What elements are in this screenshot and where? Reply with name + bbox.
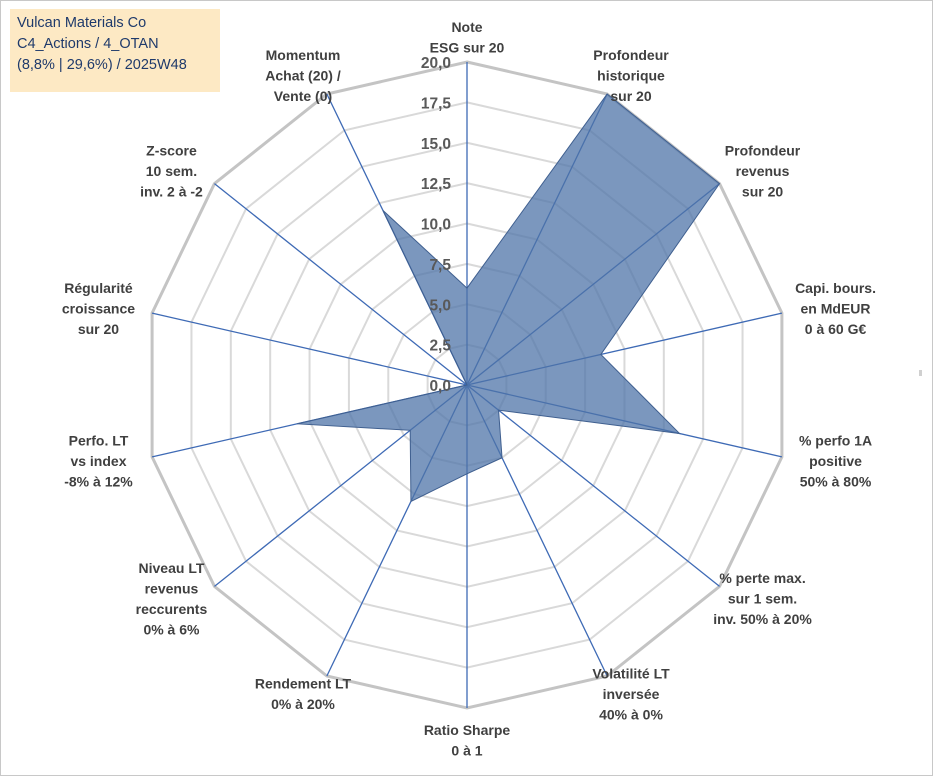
axis-label: Niveau LT revenus reccurents 0% à 6% — [136, 560, 208, 638]
tick-label: 5,0 — [429, 297, 451, 314]
tick-label: 0,0 — [429, 378, 451, 395]
tick-label: 7,5 — [429, 257, 451, 274]
tick-label: 20,0 — [421, 55, 451, 72]
axis-label: Note ESG sur 20 — [430, 19, 505, 56]
axis-label: % perte max. sur 1 sem. inv. 50% à 20% — [713, 570, 812, 627]
axis-label: Z-score 10 sem. inv. 2 à -2 — [140, 142, 203, 199]
axis-spoke — [151, 312, 468, 386]
axis-label: Momentum Achat (20) / Vente (0) — [265, 47, 341, 104]
axis-label: Profondeur historique sur 20 — [593, 47, 669, 104]
axis-label: Perfo. LT vs index -8% à 12% — [64, 433, 133, 490]
tick-label: 17,5 — [421, 95, 452, 112]
radial-tick-labels: 0,0 2,5 5,0 7,5 10,0 12,5 15,0 17,5 20,0 — [421, 55, 452, 395]
title-portfolio: C4_Actions / 4_OTAN — [17, 36, 159, 52]
scroll-marker — [919, 370, 922, 376]
tick-label: 10,0 — [421, 217, 451, 234]
axis-labels: Note ESG sur 20 Profondeur historique sur 20… — [62, 19, 876, 759]
title-company: Vulcan Materials Co — [17, 15, 147, 31]
axis-label: Profondeur revenus sur 20 — [725, 142, 801, 199]
tick-label: 15,0 — [421, 136, 451, 153]
chart-title-box: Vulcan Materials Co C4_Actions / 4_OTAN … — [10, 9, 220, 92]
axis-spoke — [214, 183, 468, 386]
axis-label: % perfo 1A positive 50% à 80% — [799, 433, 872, 490]
title-stats: (8,8% | 29,6%) / 2025W48 — [17, 57, 187, 73]
axis-label: Ratio Sharpe 0 à 1 — [424, 722, 511, 759]
axis-spoke — [466, 384, 720, 587]
series-area — [296, 93, 721, 503]
axis-label: Régularité croissance sur 20 — [62, 280, 135, 337]
tick-label: 2,5 — [429, 338, 451, 355]
tick-label: 12,5 — [421, 176, 452, 193]
axis-label: Rendement LT 0% à 20% — [255, 676, 352, 713]
axis-label: Volatilité LT inversée 40% à 0% — [592, 665, 670, 722]
axis-label: Capi. bours. en MdEUR 0 à 60 G€ — [795, 280, 876, 337]
radar-series — [296, 93, 721, 503]
